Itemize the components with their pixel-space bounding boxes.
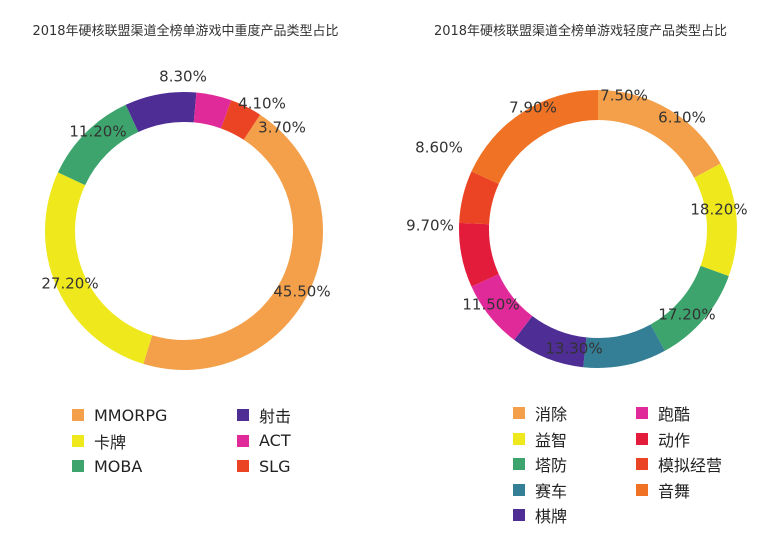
legend-swatch [237,409,249,421]
legend-swatch [636,458,648,470]
legend-swatch [72,460,84,472]
slice-label-音舞: 18.20% [690,201,747,219]
legend-label: ACT [259,431,291,450]
legend-item-MMORPG: MMORPG [72,404,167,426]
slice-SLG [221,100,261,140]
slice-MMORPG [143,114,324,371]
chart-title-light: 2018年硬核联盟渠道全榜单游戏轻度产品类型占比 [433,24,728,39]
legend-label: 音舞 [658,481,691,501]
slice-ACT [193,92,232,129]
slice-label-ACT: 4.10% [238,95,286,113]
donut-chart-heavy: 45.50% 27.20% 11.20% 8.30% 4.10% 3.70% [41,68,331,371]
legend-item-ACT: ACT [237,430,291,452]
slice-跑酷 [471,274,533,340]
legend-item-消除: 消除 [513,402,567,424]
slices [459,90,737,369]
slice-label-赛车: 9.70% [406,217,454,235]
legend-swatch [237,460,249,472]
slice-赛车 [583,324,665,369]
slice-label-模拟经营: 6.10% [658,109,706,127]
legend-swatch [513,509,525,521]
legend-item-动作: 动作 [636,428,690,450]
slice-音舞 [471,90,598,184]
chart-title-heavy: 2018年硬核联盟渠道全榜单游戏中重度产品类型占比 [32,24,339,39]
legend-label: MMORPG [94,405,168,425]
legend-label: 消除 [535,405,568,424]
slices [44,92,324,371]
slice-labels: 17.20% 13.30% 11.50% 9.70% 8.60% 7.90% 7.50% 6.… [406,87,747,358]
slice-射击 [125,92,197,133]
slice-label-消除: 17.20% [658,306,715,324]
legend-swatch [72,409,84,421]
legend-item-卡牌: 卡牌 [72,430,126,452]
legend-item-塔防: 塔防 [513,453,567,475]
legend-item-MOBA: MOBA [72,455,142,477]
legend-label: 塔防 [535,456,568,475]
slice-MOBA [57,104,139,186]
legend-swatch [513,432,525,445]
donut-chart-light: 17.20% 13.30% 11.50% 9.70% 8.60% 7.90% 7.50% 6.… [406,87,748,369]
legend-item-射击: 射击 [237,404,291,426]
legend-label: 棋牌 [535,507,568,526]
legend-label: 赛车 [535,481,568,501]
slice-label-塔防: 11.50% [462,296,519,314]
slice-动作 [459,222,499,287]
legend-swatch [636,483,648,496]
legend-label: 益智 [535,430,568,450]
slice-label-MMORPG: 45.50% [273,283,330,301]
slice-消除 [598,90,721,178]
slice-label-益智: 13.30% [545,340,602,358]
legend-item-SLG: SLG [237,455,290,477]
legend-item-赛车: 赛车 [513,479,567,501]
legend-label: SLG [259,456,291,476]
legend-swatch [636,432,648,445]
chart-panel-heavy: 2018年硬核联盟渠道全榜单游戏中重度产品类型占比 45.50% 27.20% 11… [0,0,387,535]
legend-item-跑酷: 跑酷 [636,402,690,424]
slice-益智 [694,163,737,277]
slice-label-SLG: 3.70% [258,119,306,137]
slice-棋牌 [514,315,587,368]
legend-item-益智: 益智 [513,428,567,450]
legend-swatch [513,407,525,419]
slice-labels: 45.50% 27.20% 11.20% 8.30% 4.10% 3.70% [41,68,330,301]
slice-label-动作: 7.50% [600,87,648,105]
legend-item-棋牌: 棋牌 [513,504,567,526]
legend-label: 跑酷 [658,405,691,424]
legend-label: 动作 [658,430,691,450]
legend-swatch [237,434,249,447]
slice-label-卡牌: 27.20% [41,275,98,293]
legend-swatch [636,407,648,419]
slice-label-射击: 8.30% [159,68,207,86]
legend-item-音舞: 音舞 [636,479,690,501]
slice-模拟经营 [459,171,499,225]
slice-卡牌 [44,172,153,364]
legend-swatch [72,434,84,447]
legend-swatch [513,483,525,496]
legend-label: 卡牌 [94,432,127,452]
legend-label: MOBA [94,456,143,476]
slice-label-棋牌: 8.60% [415,139,463,157]
chart-panel-light: 2018年硬核联盟渠道全榜单游戏轻度产品类型占比 17.20% 13.30% 11.… [387,0,774,535]
legend-label: 射击 [259,407,292,426]
legend-swatch [513,458,525,470]
slice-塔防 [650,265,729,351]
slice-label-跑酷: 7.90% [509,99,557,117]
slice-label-MOBA: 11.20% [69,123,126,141]
legend-item-模拟经营: 模拟经营 [636,453,722,475]
legend-label: 模拟经营 [658,456,723,475]
